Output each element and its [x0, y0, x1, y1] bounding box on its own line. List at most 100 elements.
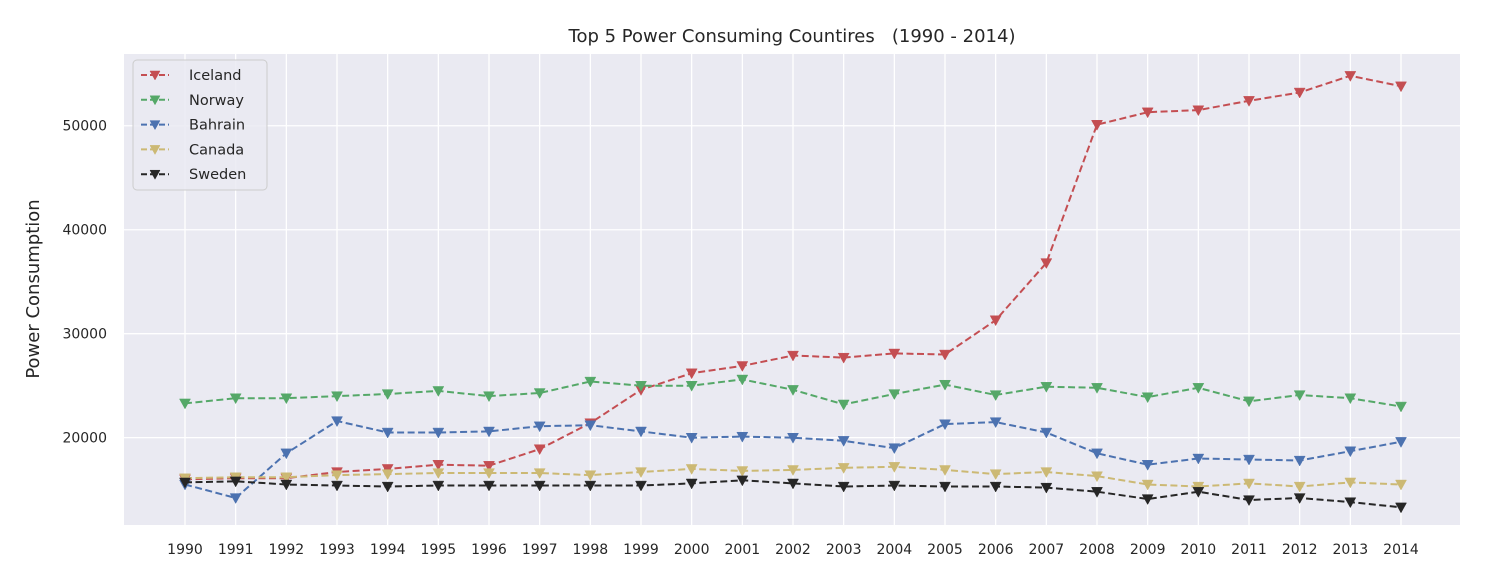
data-point-canada	[939, 465, 951, 476]
series-canada	[179, 462, 1407, 493]
data-point-norway	[1395, 401, 1407, 413]
x-tick-label: 1997	[522, 542, 558, 558]
data-point-sweden	[888, 480, 901, 492]
data-point-canada	[584, 470, 597, 482]
legend-item-canada: Canada	[141, 142, 244, 158]
data-point-canada	[837, 463, 850, 474]
data-point-sweden	[635, 480, 647, 492]
data-point-iceland	[1395, 81, 1407, 93]
legend-swatch-marker	[149, 120, 161, 131]
data-point-sweden	[787, 478, 799, 490]
data-point-bahrain	[432, 427, 445, 439]
x-tick-label: 2005	[927, 542, 963, 558]
data-point-bahrain	[331, 416, 343, 428]
data-point-canada	[685, 464, 698, 475]
x-tick-label: 2010	[1181, 542, 1217, 558]
data-point-bahrain	[837, 436, 850, 447]
data-point-norway	[229, 393, 242, 405]
data-point-sweden	[229, 476, 242, 488]
data-point-sweden	[1040, 482, 1053, 494]
data-point-sweden	[331, 480, 343, 492]
x-tick-label: 2008	[1079, 542, 1115, 558]
data-point-sweden	[432, 480, 445, 492]
x-tick-label: 2004	[877, 542, 913, 558]
legend-item-iceland: Iceland	[141, 68, 241, 84]
data-point-iceland	[432, 460, 445, 471]
data-point-norway	[888, 389, 901, 401]
data-point-bahrain	[1344, 446, 1357, 458]
data-point-iceland	[1192, 105, 1205, 117]
data-point-norway	[280, 393, 293, 405]
data-point-iceland	[1040, 258, 1053, 270]
legend-swatch-marker	[149, 70, 161, 81]
data-point-bahrain	[939, 419, 951, 431]
data-point-iceland	[1091, 120, 1103, 131]
data-point-iceland	[1141, 107, 1154, 119]
y-tick-label: 40000	[62, 223, 107, 239]
data-point-iceland	[939, 349, 951, 361]
legend-swatch-marker	[149, 145, 161, 155]
data-point-norway	[736, 374, 749, 386]
x-tick-label: 2002	[775, 542, 811, 558]
x-tick-label: 2009	[1130, 542, 1166, 558]
y-tick-label: 50000	[62, 119, 107, 135]
data-point-canada	[331, 470, 343, 482]
data-point-sweden	[1293, 493, 1306, 504]
data-point-sweden	[1192, 487, 1205, 498]
x-tick-label: 2012	[1282, 542, 1318, 558]
data-point-norway	[1091, 383, 1103, 394]
data-point-norway	[1141, 392, 1154, 404]
data-point-canada	[787, 465, 799, 476]
data-point-sweden	[381, 481, 394, 493]
data-point-bahrain	[1192, 453, 1205, 465]
data-point-bahrain	[888, 443, 901, 455]
data-point-canada	[1344, 477, 1357, 489]
x-tick-label: 2003	[826, 542, 862, 558]
legend-label: Canada	[189, 142, 244, 158]
data-point-norway	[1344, 393, 1357, 405]
data-point-bahrain	[229, 493, 242, 504]
data-point-canada	[381, 469, 394, 481]
data-point-canada	[1091, 471, 1103, 483]
x-tick-label: 1996	[471, 542, 507, 558]
data-point-norway	[179, 398, 191, 410]
data-point-canada	[989, 469, 1002, 481]
data-point-iceland	[685, 368, 698, 380]
data-point-iceland	[736, 361, 749, 372]
x-tick-label: 2001	[725, 542, 761, 558]
data-point-bahrain	[533, 421, 546, 433]
legend-swatch-marker	[149, 95, 161, 106]
data-point-sweden	[1344, 497, 1357, 509]
data-point-sweden	[1141, 494, 1154, 506]
data-point-bahrain	[584, 420, 597, 432]
data-point-sweden	[179, 477, 191, 489]
x-tick-label: 2000	[674, 542, 710, 558]
x-tick-label: 1991	[218, 542, 254, 558]
legend-label: Norway	[189, 93, 244, 109]
series-norway	[179, 374, 1407, 413]
data-point-bahrain	[635, 426, 647, 438]
x-axis-ticks: 1990 1991 1992 1993 1994 1995 1996 1997 1998 1999…	[167, 542, 1419, 558]
data-point-iceland	[787, 350, 799, 362]
data-point-bahrain	[1040, 427, 1053, 439]
data-point-canada	[483, 468, 495, 480]
data-point-norway	[331, 391, 343, 403]
x-tick-label: 1995	[421, 542, 457, 558]
data-point-bahrain	[989, 417, 1002, 429]
plot-area	[124, 54, 1460, 525]
data-point-norway	[1040, 382, 1053, 393]
data-point-sweden	[685, 478, 698, 490]
data-point-bahrain	[787, 433, 799, 444]
data-point-bahrain	[1243, 454, 1255, 466]
data-point-norway	[685, 381, 698, 392]
data-point-iceland	[533, 444, 546, 456]
data-point-bahrain	[736, 431, 749, 443]
data-point-bahrain	[483, 426, 495, 438]
series-sweden	[179, 475, 1407, 514]
data-point-bahrain	[381, 427, 394, 439]
data-point-sweden	[837, 481, 850, 493]
data-point-sweden	[483, 480, 495, 492]
x-tick-label: 2006	[978, 542, 1014, 558]
data-point-sweden	[533, 480, 546, 492]
